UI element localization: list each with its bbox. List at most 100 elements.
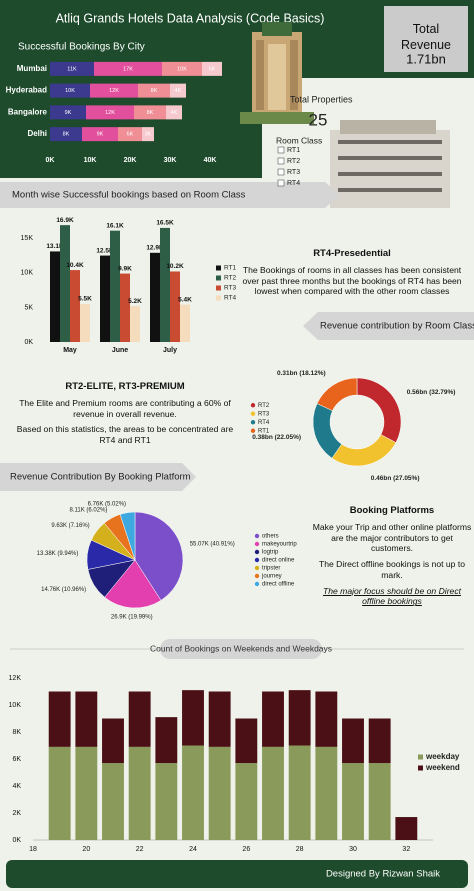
- bar: [150, 252, 160, 342]
- value-label: 5.2K: [128, 298, 142, 305]
- value-label: 8K: [151, 88, 158, 94]
- x-tick-label: 20: [82, 846, 90, 853]
- bar-segment: [262, 691, 284, 747]
- bar-segment: [90, 83, 138, 98]
- slice-label: 9.63K (7.16%): [51, 523, 89, 529]
- slice-label: 6.76K (5.02%): [88, 501, 126, 507]
- insight-title: RT2-ELITE, RT3-PREMIUM: [65, 381, 185, 392]
- banner: [0, 182, 340, 208]
- x-tick-label: 22: [136, 846, 144, 853]
- insight-title: Booking Platforms: [349, 505, 435, 516]
- insight-title: RT4-Presedential: [313, 248, 391, 259]
- slice-label: 26.9K (19.99%): [111, 614, 153, 620]
- slice-label: 0.38bn (22.05%): [252, 434, 301, 441]
- value-label: 16.5K: [156, 220, 174, 227]
- value-label: 9K: [65, 110, 72, 116]
- slicer-option: RT2: [287, 158, 300, 165]
- value-label: 4K: [175, 88, 182, 94]
- legend-swatch: [418, 765, 423, 771]
- value-label: 11K: [67, 66, 77, 72]
- x-tick-label: 28: [296, 846, 304, 853]
- value-label: 3K: [145, 132, 152, 138]
- slice: [356, 377, 402, 443]
- building-left: [240, 22, 314, 124]
- y-tick-label: 8K: [12, 729, 21, 736]
- value-label: 10.4K: [66, 262, 84, 269]
- legend-label: RT1: [258, 428, 270, 434]
- legend-label: journey: [261, 574, 282, 580]
- revenue-card: [384, 6, 468, 72]
- insight-text: Based on this statistics, the areas to b…: [16, 424, 234, 446]
- insight-room-class: RT4-Presedential The Bookings of rooms i…: [236, 248, 468, 302]
- room-class-label: Room Class: [276, 135, 322, 145]
- y-tick-label: 10K: [9, 702, 22, 709]
- y-tick-label: 0K: [12, 837, 21, 844]
- bar: [50, 251, 60, 342]
- x-tick-label: May: [63, 347, 77, 354]
- bar-segment: [86, 105, 134, 120]
- bar-segment: [50, 61, 94, 76]
- bar-segment: [50, 83, 90, 98]
- bar-segment: [368, 718, 391, 764]
- legend-swatch: [254, 565, 260, 571]
- bar-segment: [288, 745, 311, 840]
- bar-segment: [315, 746, 338, 840]
- value-label: 5K: [209, 66, 216, 72]
- value-label: 13.1K: [46, 243, 64, 250]
- bar-segment: [134, 105, 166, 120]
- legend-label: RT1: [224, 265, 237, 272]
- value-label: 5.5K: [78, 296, 92, 303]
- banner: [303, 312, 474, 340]
- bar: [80, 303, 90, 342]
- bar-segment: [208, 746, 231, 840]
- bar: [60, 225, 70, 342]
- x-tick-label: 40K: [204, 157, 217, 164]
- legend-swatch: [250, 420, 256, 425]
- bar-segment: [162, 61, 202, 76]
- bar: [120, 273, 130, 342]
- properties-count: 25: [309, 110, 328, 129]
- value-label: 9.9K: [118, 265, 132, 272]
- insight-text: The Elite and Premium rooms are contribu…: [19, 397, 231, 419]
- y-tick-label: Hyderabad: [6, 86, 47, 95]
- value-label: 16.9K: [56, 217, 74, 224]
- bar-segment: [128, 746, 151, 840]
- insight-focus: The major focus should be on Direct offl…: [322, 585, 462, 607]
- bar-segment: [128, 691, 151, 747]
- bar-segment: [170, 83, 186, 98]
- y-tick-label: Mumbai: [17, 64, 47, 73]
- total-revenue-label: Total Revenue: [400, 22, 452, 52]
- value-label: 8K: [63, 132, 70, 138]
- value-label: 8K: [147, 110, 154, 116]
- legend-label: others: [262, 534, 279, 540]
- bar-segment: [142, 127, 154, 142]
- bar-segment: [102, 718, 124, 764]
- legend-label: RT2: [258, 403, 270, 409]
- bar-segment: [342, 718, 364, 764]
- slice: [316, 377, 358, 412]
- properties-label: Total Properties: [290, 94, 353, 104]
- bar: [180, 304, 190, 342]
- total-revenue: 1.71bn: [406, 51, 446, 66]
- main-title: Atliq Grands Hotels Data Analysis (Code …: [56, 11, 325, 25]
- bar: [100, 255, 110, 342]
- value-label: 10.2K: [166, 263, 184, 270]
- legend-swatch: [254, 549, 260, 555]
- bar-segment: [262, 746, 284, 840]
- legend-label: weekday: [425, 752, 460, 761]
- slice-label: 13.38K (9.94%): [37, 551, 79, 557]
- legend-swatch: [254, 533, 260, 539]
- bar-segment: [75, 691, 98, 747]
- bar-segment: [182, 690, 204, 746]
- bar-segment: [342, 763, 364, 840]
- bar-segment: [202, 61, 222, 76]
- value-label: 5.4K: [178, 296, 192, 303]
- banner: [160, 639, 322, 659]
- value-label: 9K: [97, 132, 104, 138]
- bar-segment: [166, 105, 182, 120]
- legend-label: RT2: [224, 275, 237, 282]
- y-tick-label: 6K: [12, 756, 21, 763]
- checkbox: [277, 179, 285, 187]
- slice: [119, 511, 136, 561]
